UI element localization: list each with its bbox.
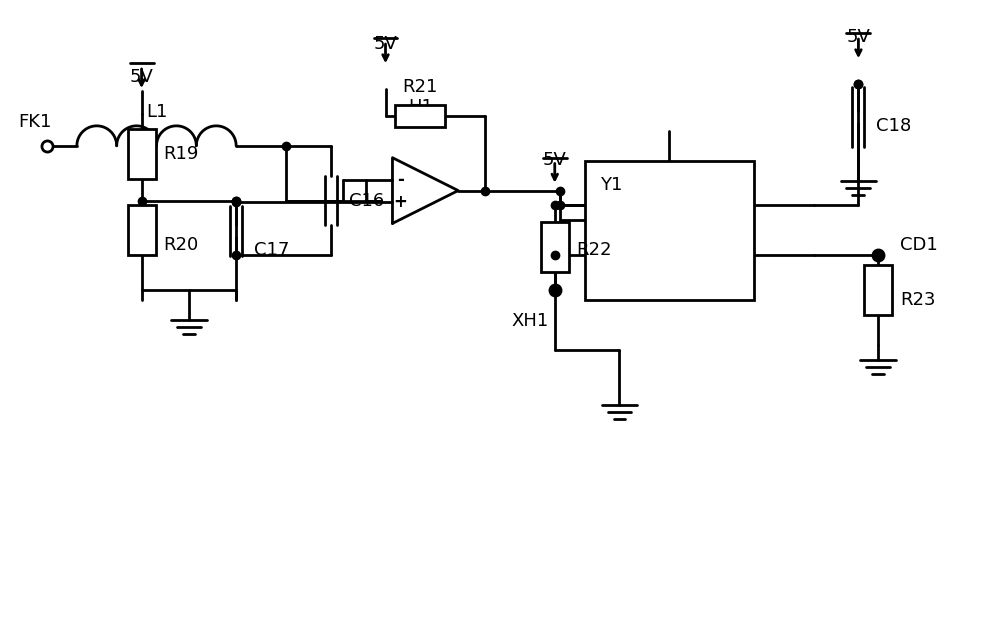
Text: FK1: FK1 (18, 113, 52, 131)
Text: +: + (394, 192, 408, 211)
Text: XH1: XH1 (511, 312, 548, 330)
Text: CD1: CD1 (900, 236, 938, 254)
Text: 5V: 5V (374, 35, 397, 53)
Text: H1: H1 (408, 98, 433, 116)
Text: R19: R19 (163, 145, 199, 163)
Text: C16: C16 (349, 192, 384, 210)
Text: 5V: 5V (846, 28, 870, 46)
Text: 5V: 5V (130, 68, 154, 86)
Bar (541, 222, 569, 272)
Text: R21: R21 (403, 78, 438, 96)
Bar (395, 105, 445, 127)
Bar (128, 129, 156, 178)
Text: -: - (397, 171, 404, 189)
Text: C17: C17 (254, 241, 289, 259)
Text: R20: R20 (163, 236, 199, 254)
Bar (585, 161, 754, 300)
Text: R23: R23 (900, 291, 936, 309)
Bar (864, 265, 892, 315)
Text: C18: C18 (876, 117, 912, 135)
Bar (128, 206, 156, 255)
Text: R22: R22 (577, 241, 612, 259)
Text: 5V: 5V (543, 150, 567, 169)
Text: Y1: Y1 (600, 176, 622, 194)
Text: L1: L1 (146, 103, 167, 121)
